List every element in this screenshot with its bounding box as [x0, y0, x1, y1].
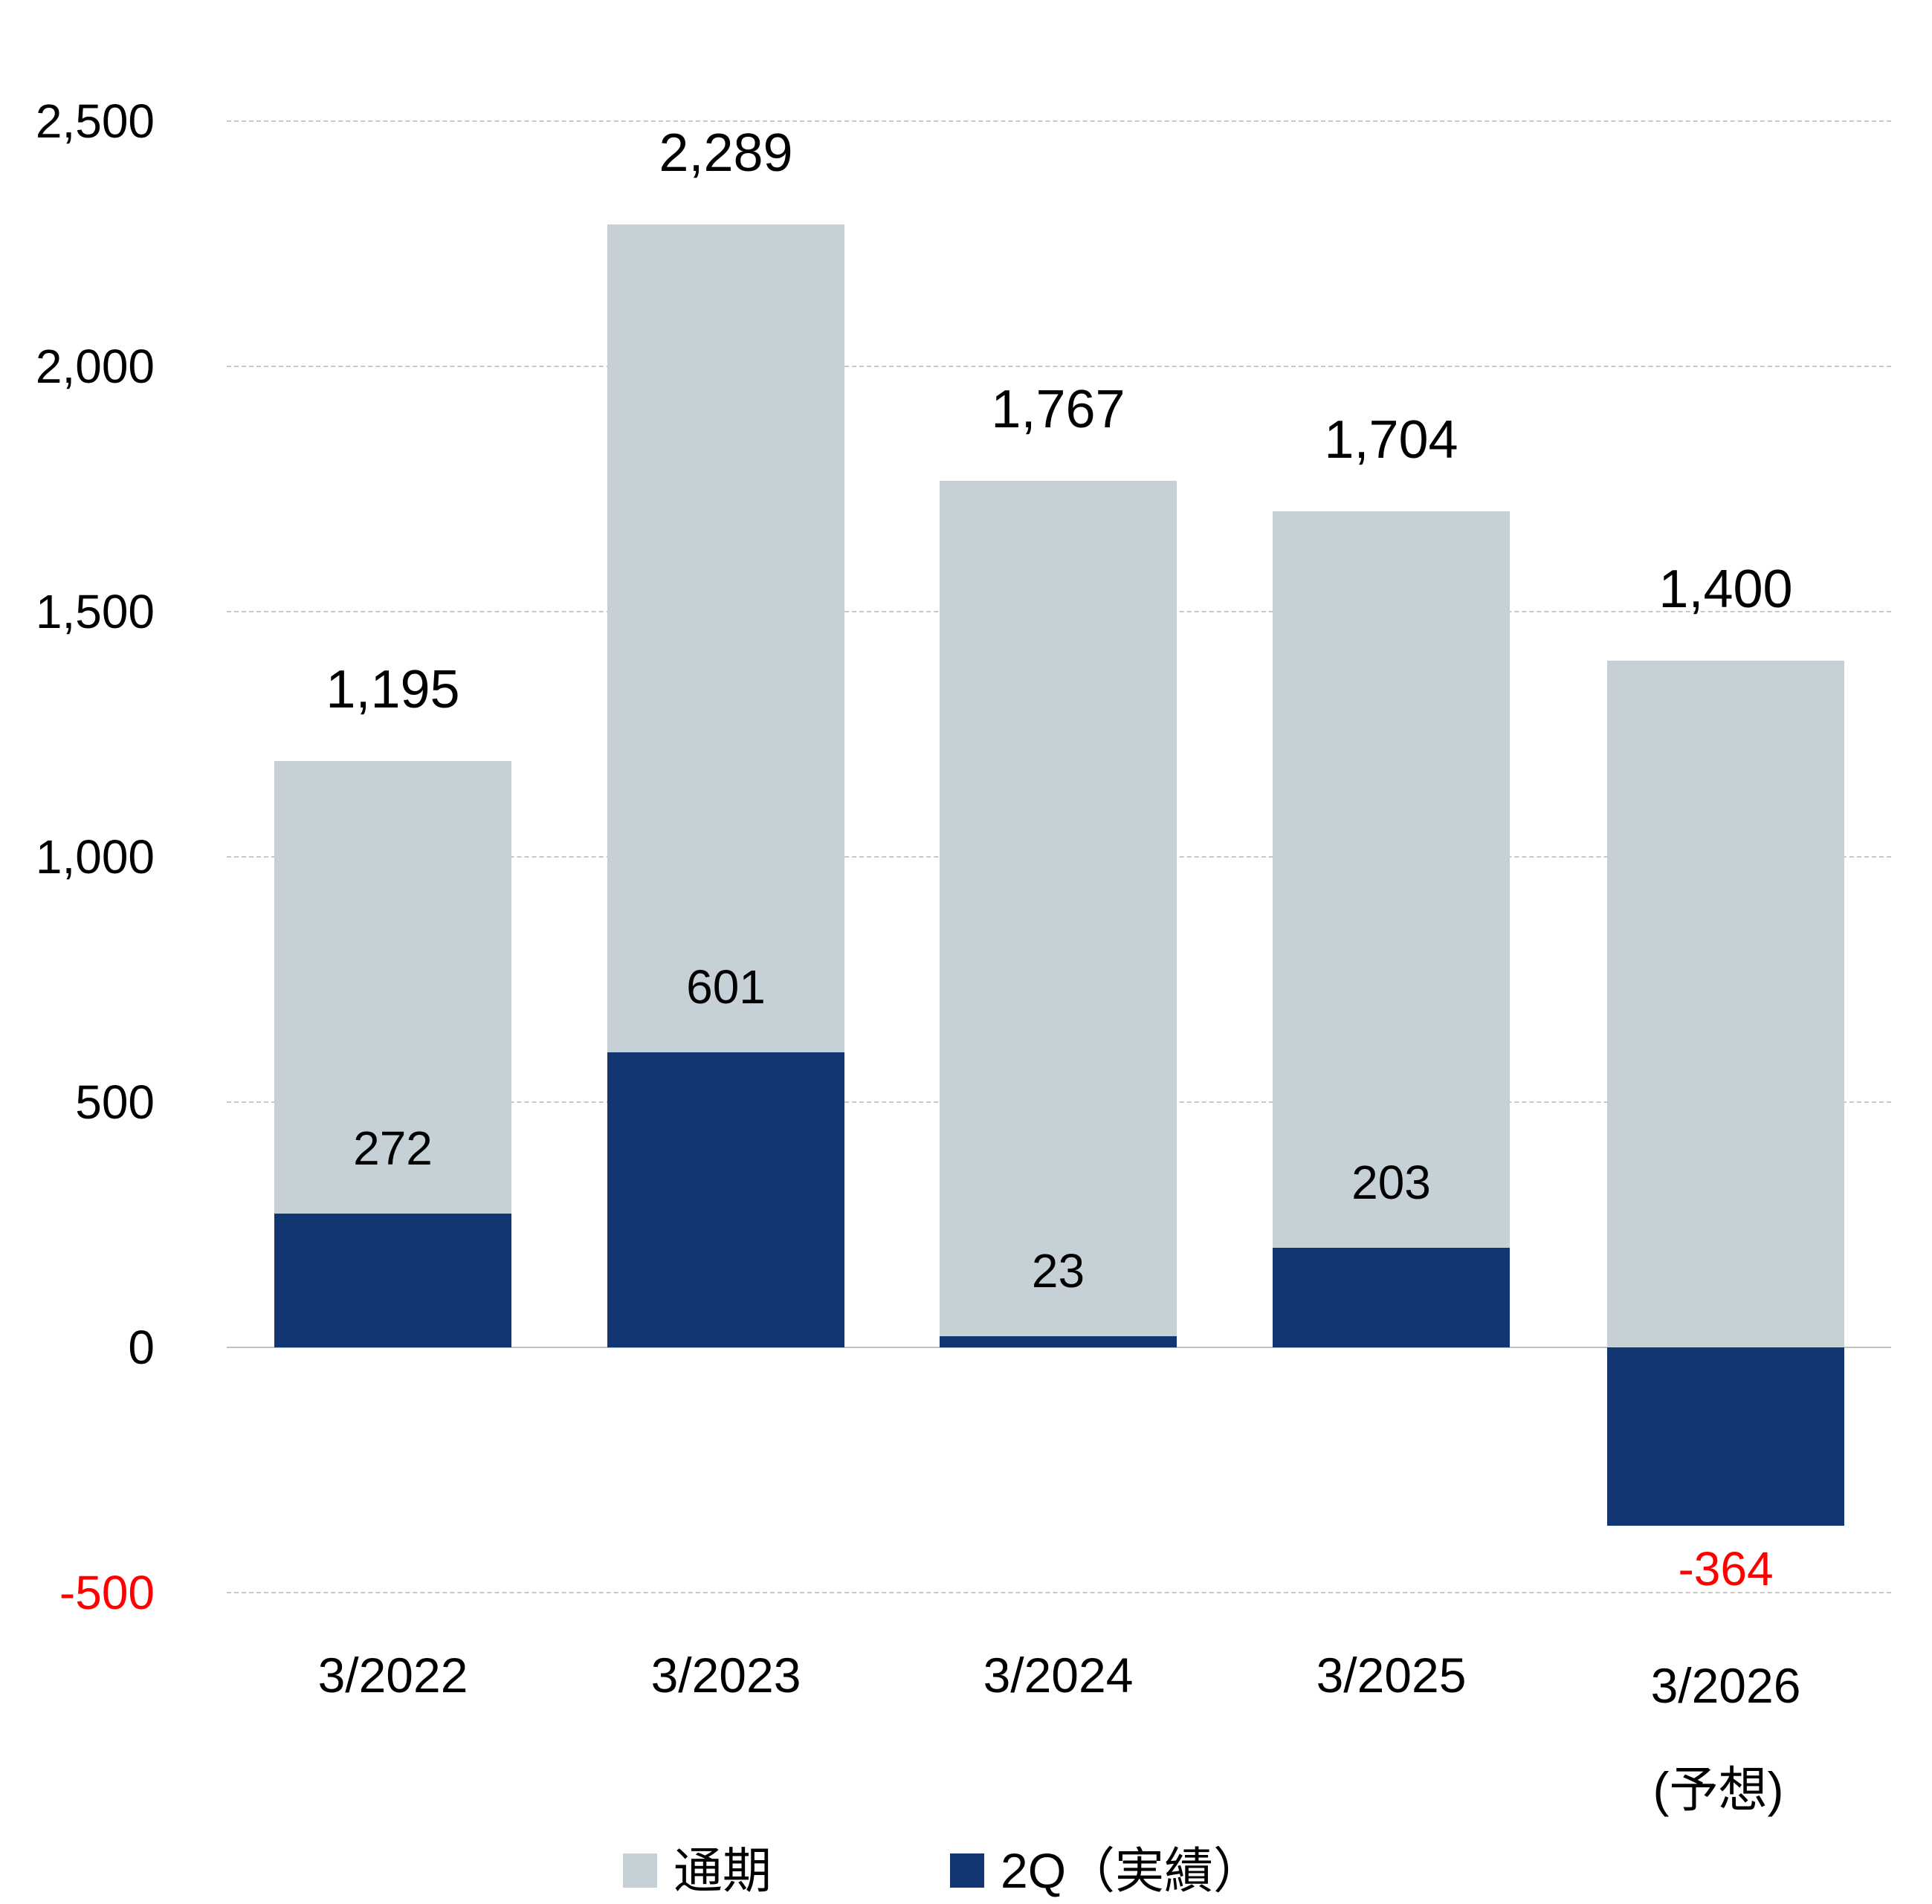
bar-label-full-year: 1,195 [326, 660, 460, 720]
y-tick-label: 1,000 [35, 830, 155, 884]
y-tick-label: 500 [75, 1075, 155, 1129]
bar-label-full-year: 1,767 [991, 379, 1125, 439]
legend-swatch-full-year [623, 1853, 657, 1888]
bar-label-full-year: 2,289 [659, 123, 793, 184]
bar-full-year [1273, 511, 1510, 1347]
y-tick-label: 2,000 [35, 340, 155, 393]
bar-label-full-year: 1,704 [1324, 410, 1458, 470]
y-tick-label: 0 [128, 1321, 155, 1374]
bar-2q [1273, 1248, 1510, 1347]
x-tick-label: 3/2026 [1650, 1658, 1801, 1713]
legend-label-full-year: 通期 [673, 1843, 772, 1898]
legend-item-2q: 2Q（実績） [950, 1837, 1262, 1904]
zero-line [227, 1347, 1891, 1348]
bar-label-2q: 272 [353, 1121, 433, 1176]
legend-swatch-2q [950, 1853, 984, 1888]
bar-label-2q: 203 [1351, 1156, 1431, 1210]
bar-label-2q: 23 [1031, 1243, 1085, 1298]
y-tick-label: 1,500 [35, 585, 155, 638]
bar-label-full-year: 1,400 [1658, 560, 1793, 619]
bar-2q [607, 1052, 844, 1347]
y-tick-label: 2,500 [35, 94, 155, 148]
bar-full-year [1607, 661, 1844, 1347]
x-tick-label: 3/2022 [317, 1648, 468, 1703]
x-tick-label: 3/2025 [1316, 1648, 1467, 1703]
x-tick-label: 3/2023 [650, 1648, 801, 1703]
gridline [227, 366, 1891, 367]
gridline [227, 120, 1891, 122]
bar-2q [1607, 1347, 1844, 1526]
bar-full-year [940, 480, 1177, 1347]
gridline [227, 1592, 1891, 1593]
legend-label-2q: 2Q（実績） [1001, 1843, 1263, 1898]
legend: 通期 2Q（実績） [0, 1837, 1932, 1904]
x-tick-label: 3/2024 [983, 1648, 1134, 1703]
bar-2q [274, 1214, 511, 1347]
y-tick-label: -500 [59, 1566, 155, 1619]
bar-label-2q: 601 [686, 960, 766, 1014]
legend-item-full-year: 通期 [623, 1837, 772, 1904]
x-tick-sublabel: (予想) [1652, 1762, 1784, 1817]
bar-label-2q: -364 [1678, 1542, 1774, 1596]
bar-2q [940, 1335, 1177, 1347]
